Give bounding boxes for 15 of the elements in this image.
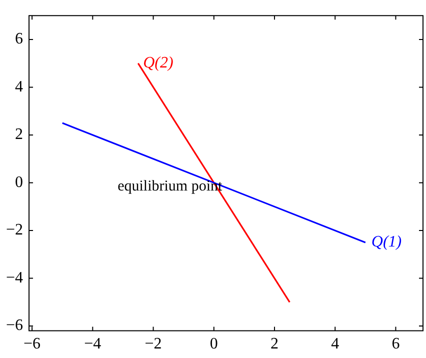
series-label: Q(1) (371, 234, 402, 251)
x-tick-label: −4 (84, 336, 102, 353)
y-tick-label: 0 (15, 174, 24, 191)
y-tick-label: 2 (15, 126, 24, 144)
x-tick-label: 0 (210, 336, 218, 353)
y-tick-label: −6 (6, 317, 24, 334)
y-tick-label: 6 (15, 30, 24, 48)
y-tick-label: −2 (6, 222, 24, 239)
x-tick-label: 2 (270, 336, 278, 353)
x-tick-label: −2 (144, 336, 162, 353)
x-tick-label: 6 (392, 336, 400, 353)
x-tick-label: 4 (331, 336, 340, 353)
y-tick-label: −4 (6, 269, 24, 286)
series-label: Q(2) (143, 54, 174, 72)
y-tick-label: 4 (15, 78, 24, 96)
